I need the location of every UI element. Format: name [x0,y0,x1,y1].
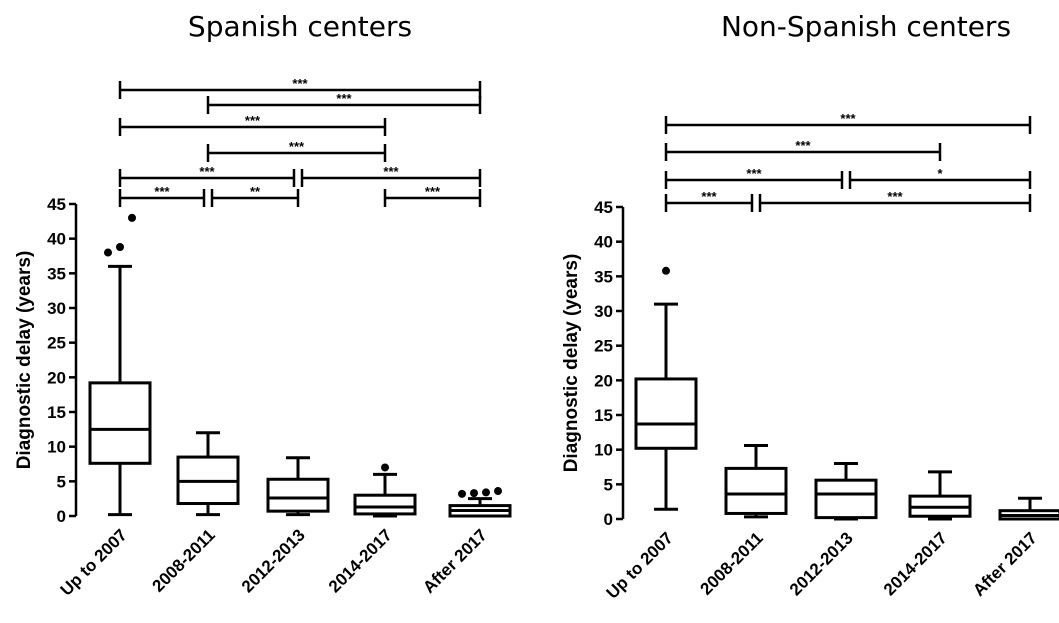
iqr-box [724,466,788,515]
outlier-point [494,487,502,496]
y-tick-label: 45 [47,195,66,214]
significance-bracket: *** [664,166,844,189]
outlier-point [482,488,490,497]
y-tick-label: 30 [594,302,613,321]
x-category-label: After 2017 [419,525,491,597]
chart-title: Non-Spanish centers [721,10,1011,43]
y-tick-label: 45 [594,198,613,217]
iqr-box [88,381,152,465]
x-category-label: After 2017 [969,528,1041,600]
y-tick-label: 40 [47,230,66,249]
box-2014-2017 [353,463,417,518]
significance-label: *** [425,184,441,199]
y-tick-label: 35 [594,267,613,286]
significance-bracket: *** [664,189,754,212]
y-tick-label: 0 [57,507,66,526]
significance-bracket: *** [118,113,387,136]
y-axis-label: Diagnostic delay (years) [561,254,582,473]
box-2008-2011 [176,431,240,517]
significance-label: *** [840,111,856,126]
x-category-label: 2008-2011 [149,525,219,595]
x-category-label: 2014-2017 [880,528,951,599]
x-category-label: 2014-2017 [325,525,396,596]
significance-label: *** [199,164,215,179]
box-2012-2013 [266,456,330,517]
y-tick-label: 15 [47,403,66,422]
significance-bracket: *** [300,164,482,187]
x-category-label: Up to 2007 [57,525,131,599]
significance-bracket: *** [664,111,1032,134]
significance-label: *** [336,91,352,106]
x-category-label: 2012-2013 [238,525,309,596]
significance-bracket: *** [118,184,206,207]
significance-label: *** [746,166,762,181]
outlier-point [662,266,670,275]
box-2008-2011 [724,444,788,519]
significance-bracket: *** [383,184,482,207]
x-category-label: Up to 2007 [603,528,677,602]
iqr-box [634,377,698,450]
y-tick-label: 30 [47,299,66,318]
significance-bracket: *** [664,138,942,161]
y-tick-label: 10 [47,438,66,457]
outlier-point [470,489,478,498]
box-after-2017 [998,496,1059,521]
x-category-label: 2008-2011 [697,528,767,598]
box-2012-2013 [814,462,878,521]
box-up-to-2007 [634,266,698,511]
y-tick-label: 25 [47,334,66,353]
significance-label: *** [383,164,399,179]
outlier-point [104,248,112,257]
outlier-point [458,489,466,498]
significance-label: *** [154,184,170,199]
y-tick-label: 25 [594,337,613,356]
spanish-centers-panel: Spanish centers Diagnostic delay (years) 0… [14,10,512,600]
y-tick-label: 10 [594,441,613,460]
outlier-point [128,213,136,222]
outlier-point [381,463,389,472]
y-tick-label: 35 [47,264,66,283]
y-axis-label: Diagnostic delay (years) [14,251,35,470]
iqr-box [814,478,878,520]
box-up-to-2007 [88,213,152,517]
significance-label: *** [245,113,261,128]
y-tick-label: 40 [594,233,613,252]
y-tick-label: 5 [57,472,66,491]
y-tick-label: 0 [604,510,613,529]
iqr-box [266,477,330,513]
significance-label: * [937,166,943,181]
chart-title: Spanish centers [188,10,412,43]
y-tick-label: 5 [604,475,613,494]
significance-bracket: *** [206,91,482,114]
significance-bracket: ** [210,184,300,207]
box-2014-2017 [908,470,972,521]
box-after-2017 [448,487,512,518]
significance-label: *** [795,138,811,153]
y-tick-label: 15 [594,406,613,425]
significance-bracket: *** [118,76,482,99]
significance-label: *** [292,76,308,91]
significance-bracket: * [848,166,1032,189]
significance-label: *** [701,189,717,204]
significance-bracket: *** [118,164,296,187]
y-tick-label: 20 [47,368,66,387]
significance-bracket: *** [758,189,1032,212]
significance-bracket: *** [206,139,387,162]
y-tick-label: 20 [594,371,613,390]
iqr-box [353,493,417,516]
significance-label: ** [250,184,261,199]
significance-label: *** [887,189,903,204]
non-spanish-centers-panel: Non-Spanish centers Diagnostic delay (yea… [561,10,1059,603]
x-category-label: 2012-2013 [786,528,857,599]
significance-label: *** [289,139,305,154]
outlier-point [116,242,124,251]
